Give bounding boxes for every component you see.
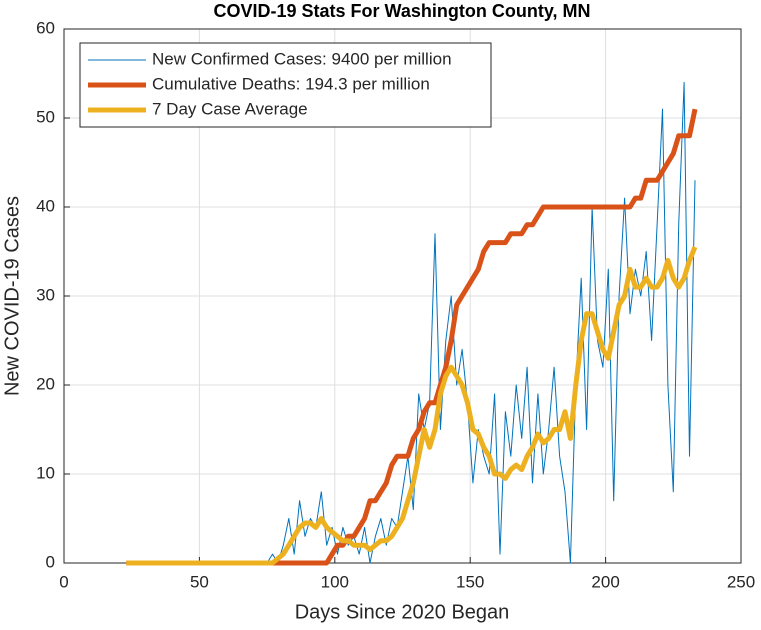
legend-label: New Confirmed Cases: 9400 per million bbox=[152, 49, 452, 68]
plot-frame bbox=[63, 28, 742, 564]
x-tick-label: 200 bbox=[591, 572, 619, 591]
y-tick-label: 50 bbox=[36, 107, 55, 126]
x-tick-label: 0 bbox=[59, 572, 68, 591]
legend-box bbox=[79, 42, 492, 128]
y-tick-label: 30 bbox=[36, 285, 55, 304]
y-axis-label: New COVID-19 Cases bbox=[1, 196, 23, 396]
y-tick-label: 20 bbox=[36, 374, 55, 393]
legend-label: Cumulative Deaths: 194.3 per million bbox=[152, 74, 430, 93]
series-line bbox=[126, 246, 698, 566]
x-tick-label: 100 bbox=[321, 572, 349, 591]
x-axis-label: Days Since 2020 Began bbox=[295, 601, 510, 623]
y-tick-label: 10 bbox=[36, 463, 55, 482]
y-tick-label: 40 bbox=[36, 196, 55, 215]
chart-title: COVID-19 Stats For Washington County, MN bbox=[214, 1, 591, 21]
x-tick-label: 150 bbox=[456, 572, 484, 591]
x-tick-label: 250 bbox=[727, 572, 755, 591]
legend-label: 7 Day Case Average bbox=[152, 99, 308, 118]
x-tick-label: 50 bbox=[190, 572, 209, 591]
y-tick-label: 60 bbox=[36, 18, 55, 37]
y-tick-label: 0 bbox=[46, 552, 55, 571]
